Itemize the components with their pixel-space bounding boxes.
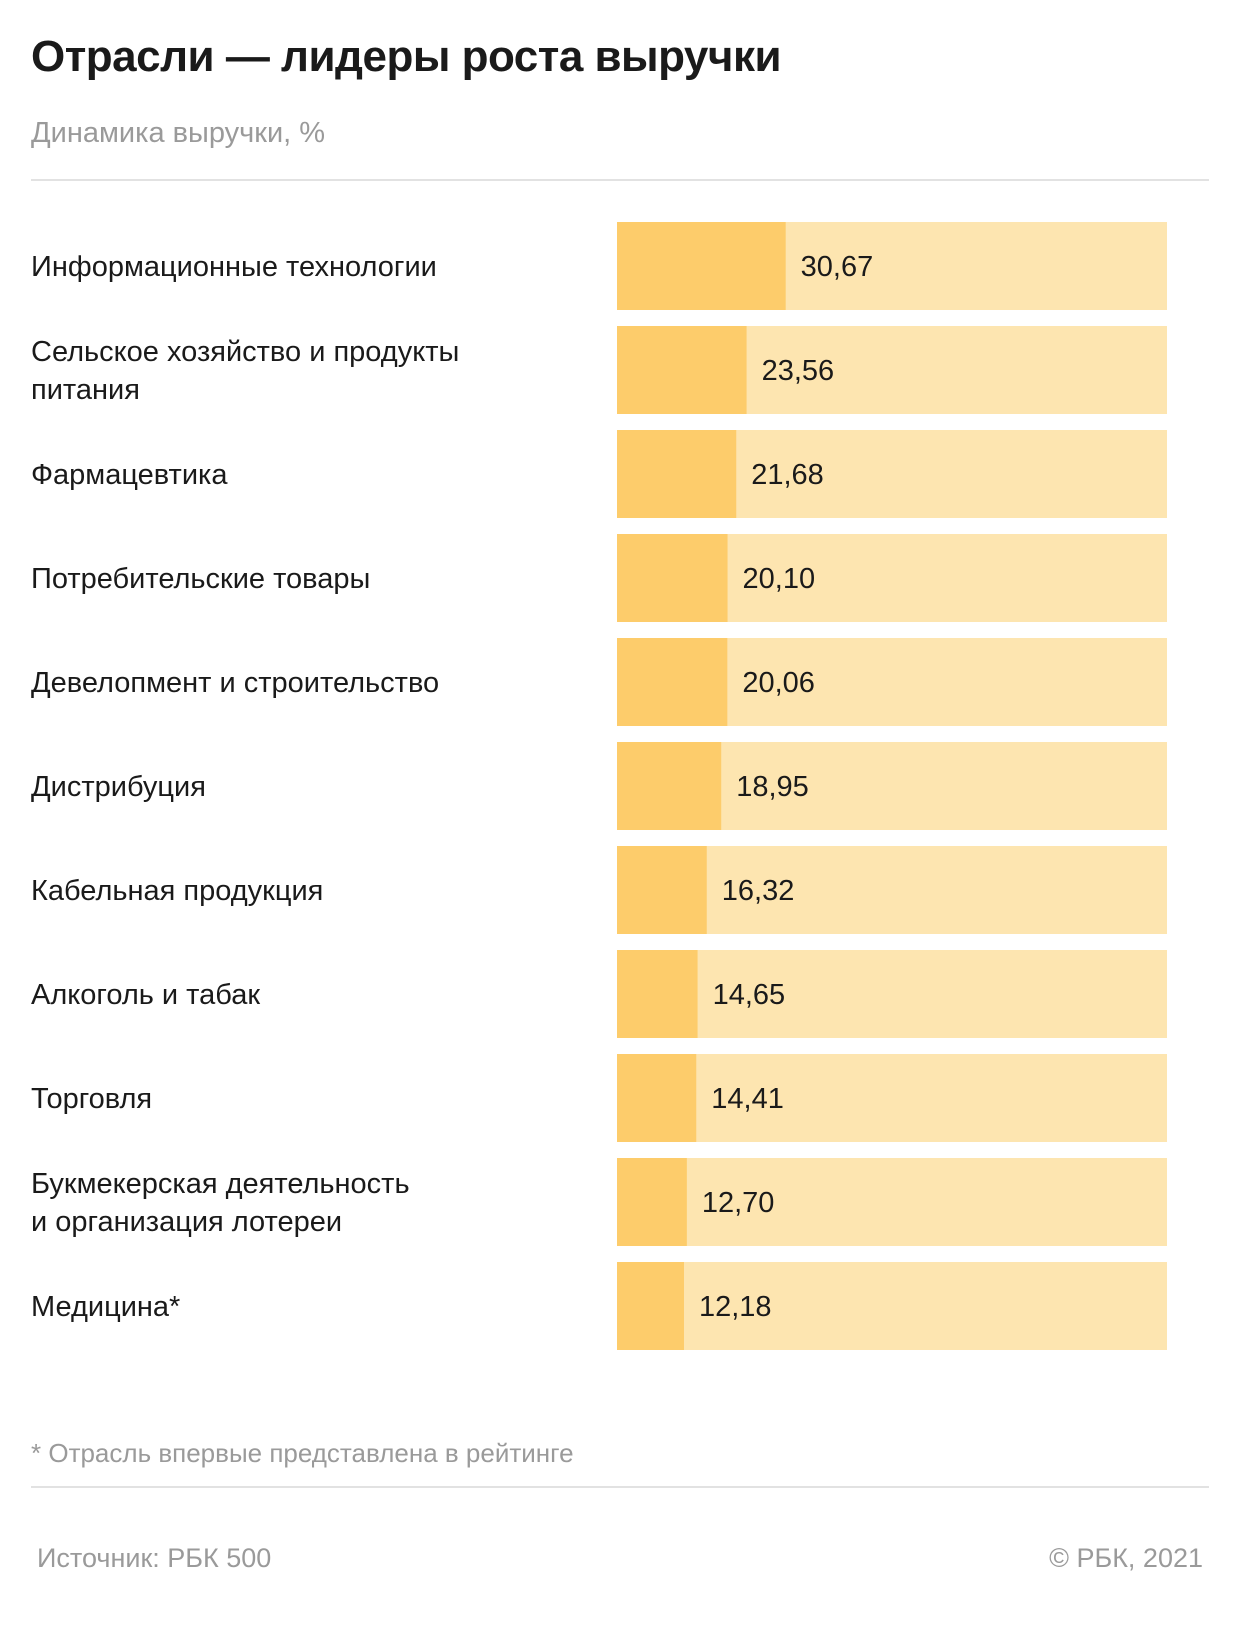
footnote: * Отрасль впервые представлена в рейтинг… — [31, 1438, 574, 1468]
bar — [617, 638, 728, 726]
source-label: Источник: РБК 500 — [37, 1543, 272, 1573]
value-label: 14,65 — [713, 979, 786, 1011]
bar-track — [617, 1262, 1167, 1350]
value-label: 16,32 — [722, 875, 795, 907]
value-label: 23,56 — [762, 355, 835, 387]
chart-title: Отрасли — лидеры роста выручки — [31, 32, 782, 81]
value-label: 20,06 — [742, 667, 815, 699]
category-label: Букмекерская деятельность — [31, 1168, 410, 1200]
category-label: Медицина* — [31, 1291, 180, 1323]
copyright-label: © РБК, 2021 — [1049, 1543, 1203, 1573]
value-label: 18,95 — [736, 771, 809, 803]
bar-chart: 30,67 Информационные технологии 23,56 Сельс… — [31, 222, 1167, 1350]
category-label: Дистрибуция — [31, 771, 206, 803]
bar — [617, 326, 747, 414]
top-divider — [31, 179, 1209, 181]
value-label: 14,41 — [711, 1083, 784, 1115]
chart-subtitle: Динамика выручки, % — [31, 117, 326, 149]
category-label: Кабельная продукция — [31, 875, 323, 907]
value-label: 20,10 — [743, 563, 816, 595]
value-label: 30,67 — [801, 251, 874, 283]
category-label: Потребительские товары — [31, 563, 370, 595]
value-label: 12,18 — [699, 1291, 772, 1323]
bar-track — [617, 846, 1167, 934]
bar — [617, 222, 786, 310]
bar-track — [617, 1054, 1167, 1142]
value-label: 21,68 — [751, 459, 824, 491]
category-label: Торговля — [31, 1083, 152, 1115]
bar — [617, 1054, 697, 1142]
bar — [617, 742, 722, 830]
category-label: питания — [31, 374, 140, 406]
category-label: Девелопмент и строительство — [31, 667, 439, 699]
bottom-divider — [31, 1486, 1209, 1488]
value-label: 12,70 — [702, 1187, 775, 1219]
category-label: и организация лотереи — [31, 1206, 342, 1238]
bar-track — [617, 1158, 1167, 1246]
category-label: Фармацевтика — [31, 459, 228, 491]
bar — [617, 534, 728, 622]
bar — [617, 1158, 687, 1246]
bar — [617, 846, 707, 934]
bar-track — [617, 950, 1167, 1038]
category-label: Информационные технологии — [31, 251, 437, 283]
bar — [617, 950, 698, 1038]
category-label: Сельское хозяйство и продукты — [31, 336, 459, 368]
category-label: Алкоголь и табак — [31, 979, 260, 1011]
bar — [617, 1262, 684, 1350]
bar — [617, 430, 737, 518]
